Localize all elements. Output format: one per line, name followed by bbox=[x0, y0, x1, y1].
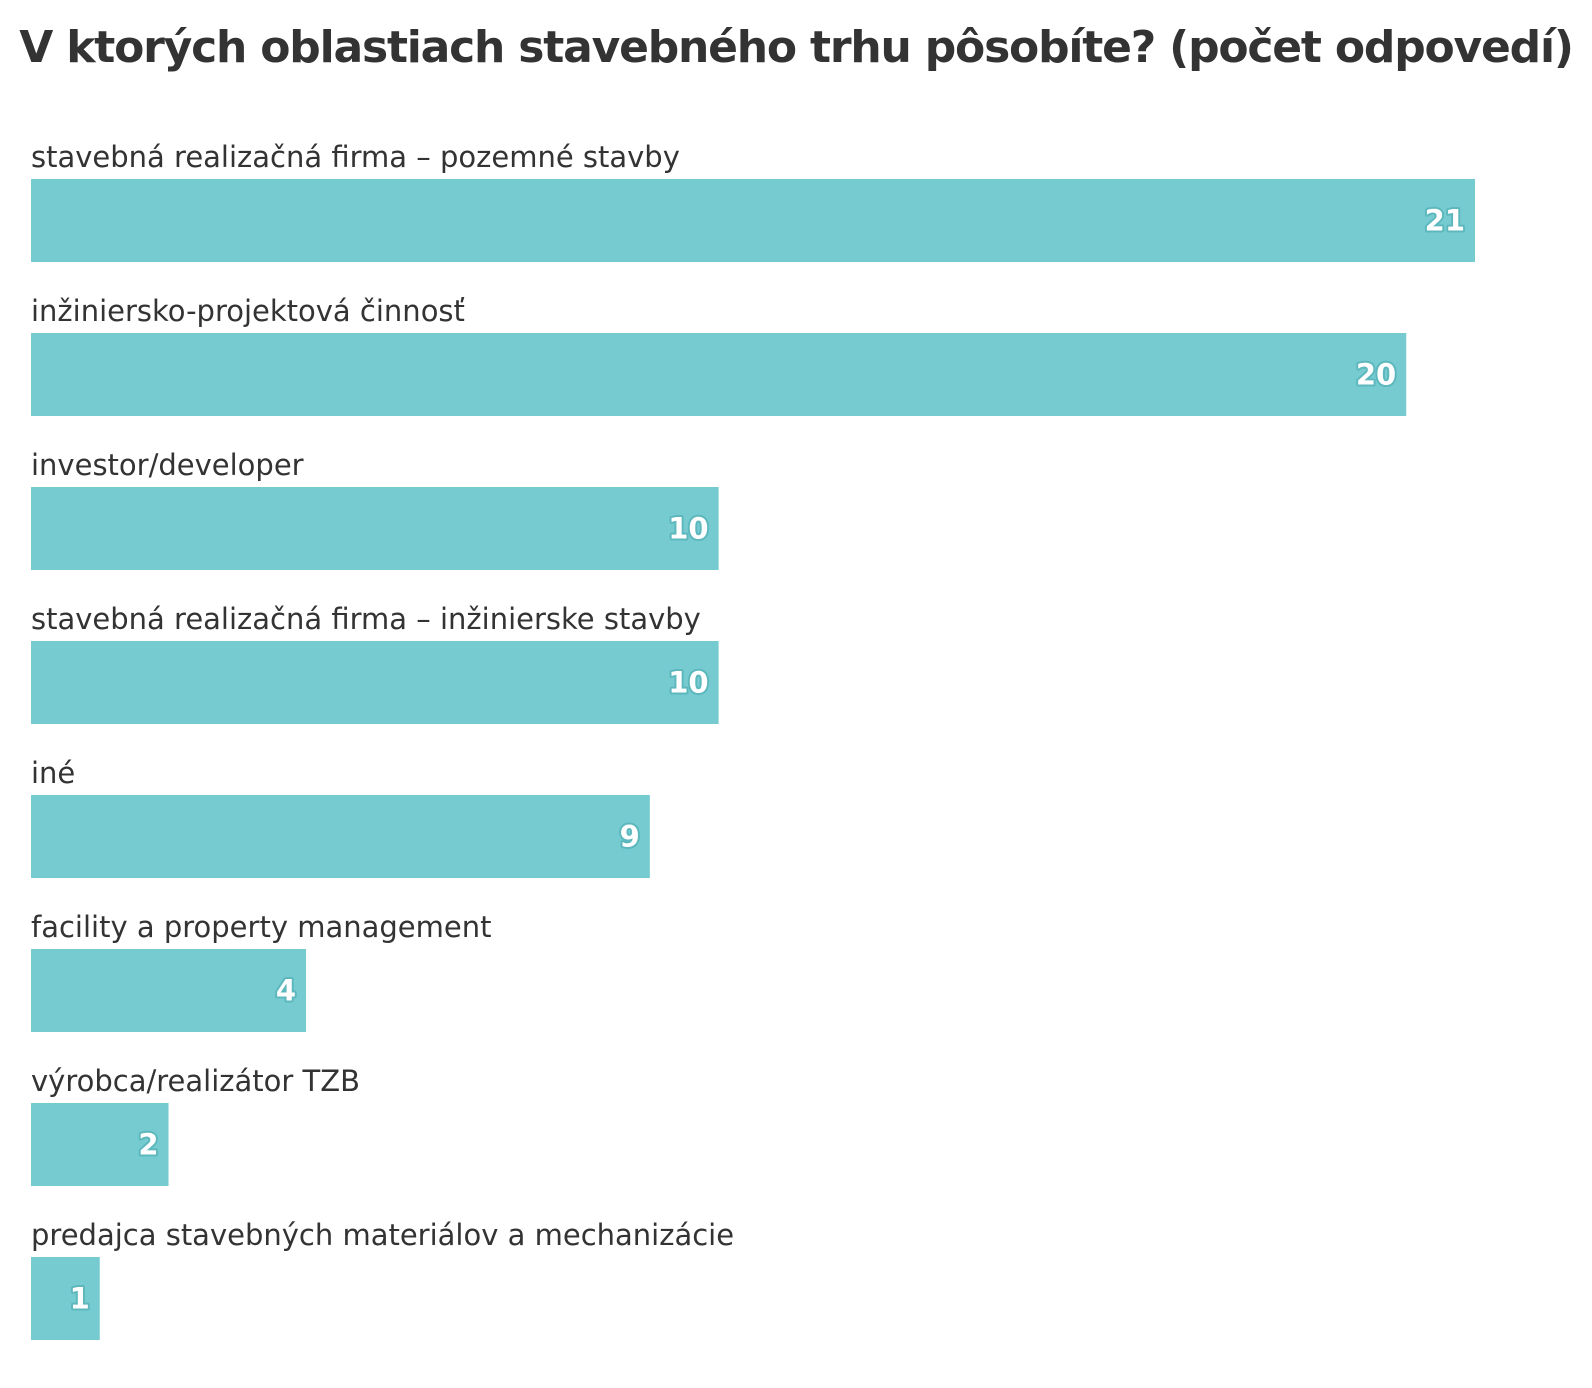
category-label: iné bbox=[31, 756, 75, 790]
chart-title: V ktorých oblastiach stavebného trhu pôs… bbox=[19, 22, 1574, 73]
value-label: 1 bbox=[70, 1282, 90, 1316]
category-label: investor/developer bbox=[31, 448, 304, 482]
bar bbox=[31, 949, 307, 1032]
category-label: výrobca/realizátor TZB bbox=[31, 1064, 360, 1098]
bar bbox=[31, 179, 1475, 262]
value-label: 4 bbox=[276, 974, 296, 1008]
category-label: inžiniersko-projektová činnosť bbox=[31, 294, 465, 328]
bar bbox=[31, 641, 719, 724]
value-label: 21 bbox=[1425, 204, 1465, 238]
bar bbox=[31, 333, 1407, 416]
value-label: 2 bbox=[138, 1128, 158, 1162]
category-label: predajca stavebných materiálov a mechani… bbox=[31, 1218, 734, 1252]
value-label: 9 bbox=[620, 820, 640, 854]
category-label: stavebná realizačná firma – pozemné stav… bbox=[31, 140, 680, 174]
value-label: 20 bbox=[1356, 358, 1396, 392]
bar bbox=[31, 1103, 169, 1186]
category-label: facility a property management bbox=[31, 910, 491, 944]
bar bbox=[31, 795, 650, 878]
bar bbox=[31, 1257, 100, 1340]
value-label: 10 bbox=[668, 666, 708, 700]
value-label: 10 bbox=[668, 512, 708, 546]
bar bbox=[31, 487, 719, 570]
category-label: stavebná realizačná firma – inžinierske … bbox=[31, 602, 701, 636]
